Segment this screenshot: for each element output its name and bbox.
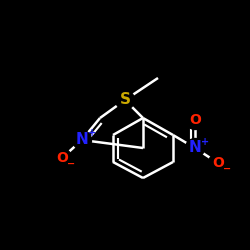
Text: N: N xyxy=(76,132,88,148)
Text: −: − xyxy=(224,164,232,174)
Circle shape xyxy=(72,130,92,150)
Text: +: + xyxy=(201,137,209,147)
Text: −: − xyxy=(68,159,76,169)
Text: N: N xyxy=(189,140,202,156)
Text: S: S xyxy=(120,92,130,108)
Text: O: O xyxy=(212,156,224,170)
Text: +: + xyxy=(88,128,96,138)
Circle shape xyxy=(208,154,228,172)
Text: O: O xyxy=(189,113,201,127)
Circle shape xyxy=(116,90,134,110)
Circle shape xyxy=(186,138,204,158)
Circle shape xyxy=(186,110,204,130)
Text: O: O xyxy=(56,151,68,165)
Circle shape xyxy=(52,148,72,168)
